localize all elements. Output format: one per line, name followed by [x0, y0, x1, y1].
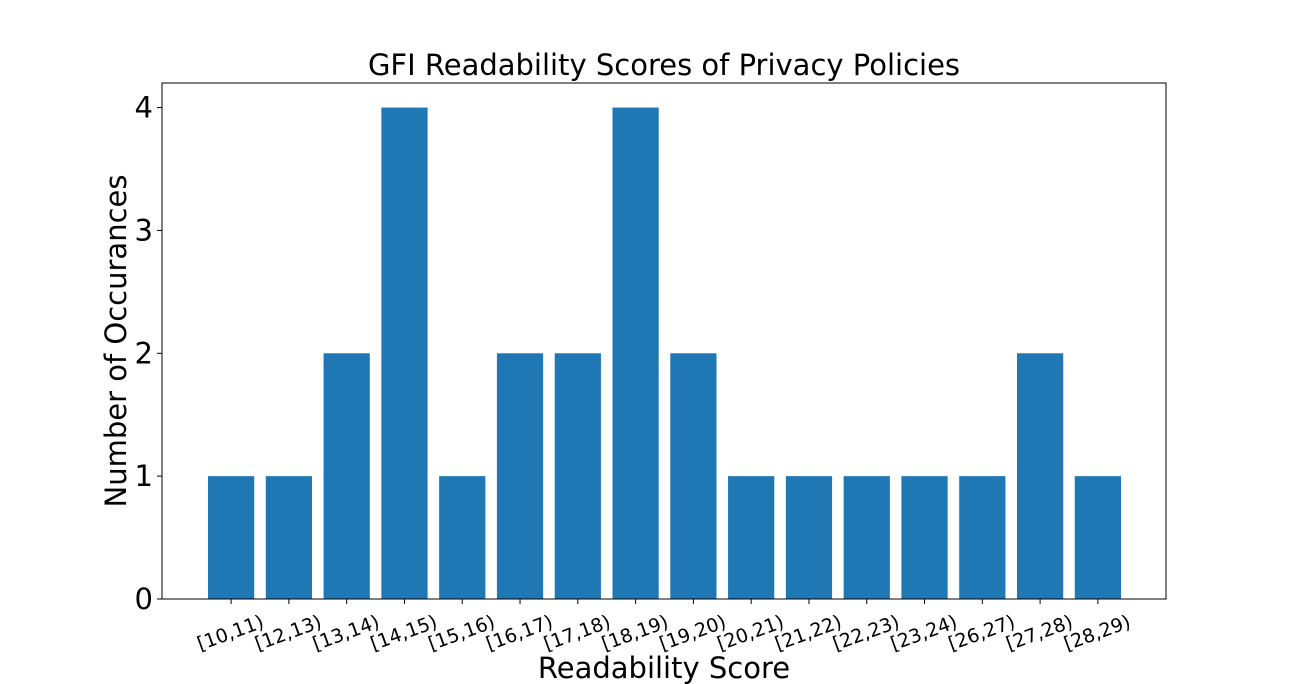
- bar: [439, 476, 486, 599]
- y-tick-label: 3: [135, 213, 153, 247]
- bar: [843, 476, 890, 599]
- bar: [1074, 476, 1121, 599]
- x-axis-label: Readability Score: [538, 651, 790, 684]
- bar: [381, 107, 428, 599]
- plot-frame: [161, 82, 1167, 600]
- y-tick-label: 0: [135, 582, 153, 616]
- bar: [323, 353, 370, 599]
- y-tick-label: 1: [135, 459, 153, 493]
- y-tick-label: 2: [135, 336, 153, 370]
- bar: [265, 476, 313, 599]
- x-axis-ticks: [10,11)[12,13)[13,14)[14,15)[15,16)[16,1…: [194, 599, 1134, 655]
- bar: [208, 476, 255, 599]
- bars-group: [208, 107, 1121, 599]
- bar: [1016, 353, 1064, 599]
- bar: [959, 476, 1006, 599]
- y-tick-label: 4: [135, 91, 153, 125]
- bar: [728, 476, 775, 599]
- bar: [785, 476, 833, 599]
- bar: [670, 353, 717, 599]
- bar: [901, 476, 948, 599]
- bar: [612, 107, 659, 599]
- x-tick-label: [28,29): [1061, 611, 1134, 655]
- y-axis-ticks: 0 1 2 3 4: [135, 91, 162, 616]
- bar: [496, 353, 544, 599]
- bar: [554, 353, 601, 599]
- chart-title: GFI Readability Scores of Privacy Polici…: [368, 48, 960, 82]
- y-axis-label: Number of Occurances: [99, 175, 133, 508]
